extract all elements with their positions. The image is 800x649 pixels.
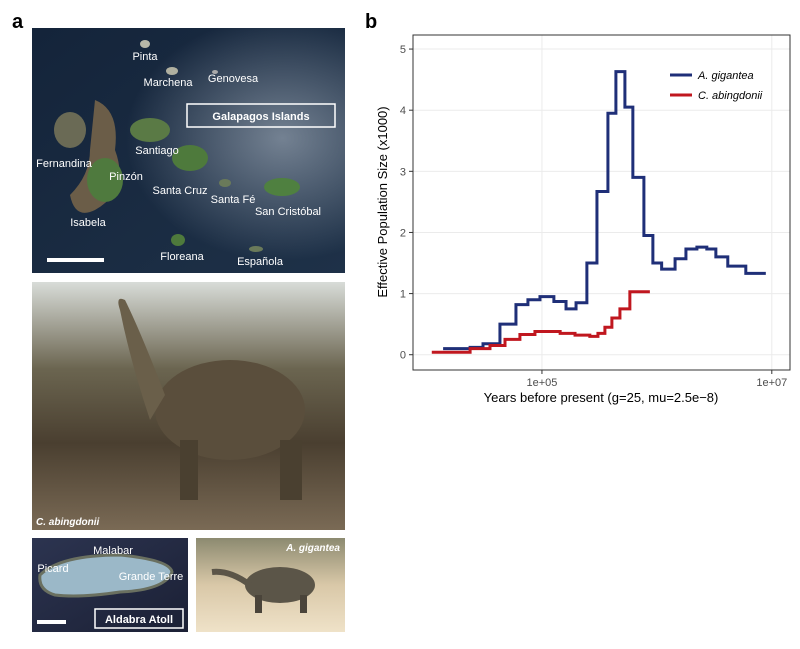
photo-caption: A. gigantea — [285, 543, 340, 554]
y-axis-label: Effective Population Size (x1000) — [375, 106, 390, 297]
chart: Effective Population Size (x1000) Years … — [375, 34, 791, 405]
island-label: Floreana — [160, 251, 204, 263]
x-tick-label: 1e+07 — [756, 377, 787, 389]
y-tick-label: 0 — [400, 350, 406, 362]
y-tick-label: 4 — [400, 105, 406, 117]
island-label: Pinzón — [109, 171, 143, 183]
step-line — [443, 70, 766, 351]
island-label: Santa Fé — [211, 194, 256, 206]
island-label: Santa Cruz — [152, 185, 207, 197]
legend-label: C. abingdonii — [698, 90, 763, 102]
island-label: Pinta — [132, 51, 158, 63]
atoll-image — [32, 538, 188, 632]
step-line — [431, 290, 650, 354]
island-label: Isabela — [70, 217, 106, 229]
y-tick-label: 3 — [400, 166, 406, 178]
legend-label: A. gigantea — [697, 70, 754, 82]
island-label: Santiago — [135, 145, 178, 157]
island-label: Genovesa — [208, 73, 259, 85]
x-tick-label: 1e+05 — [526, 377, 557, 389]
island-label: Fernandina — [36, 158, 93, 170]
island-label: Española — [237, 256, 284, 268]
island-label: Marchena — [144, 77, 194, 89]
x-axis-label: Years before present (g=25, mu=2.5e−8) — [484, 390, 719, 405]
map-title: Galapagos Islands — [212, 111, 309, 123]
island-label: San Cristóbal — [255, 206, 321, 218]
plot-background — [413, 35, 790, 370]
place-label: Malabar — [93, 545, 133, 557]
panel-label: b — [365, 11, 377, 33]
photo-caption: C. abingdonii — [36, 517, 100, 528]
atoll-title: Aldabra Atoll — [105, 614, 173, 626]
y-tick-label: 1 — [400, 289, 406, 301]
y-tick-label: 5 — [400, 44, 406, 56]
tortoise-photo — [32, 282, 345, 530]
y-tick-label: 2 — [400, 227, 406, 239]
gigantea-photo — [196, 538, 345, 632]
map-image — [32, 28, 345, 273]
plot-border — [412, 34, 791, 371]
place-label: Grande Terre — [119, 571, 184, 583]
place-label: Picard — [37, 563, 68, 575]
panel-label: a — [12, 11, 24, 33]
